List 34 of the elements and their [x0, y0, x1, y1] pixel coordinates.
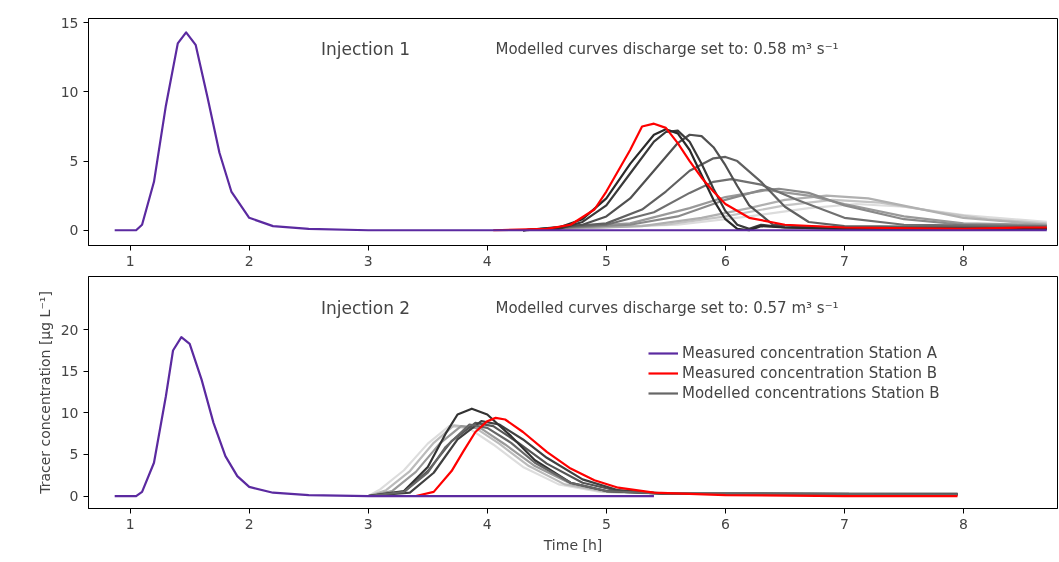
y-tick-label: 10: [60, 404, 79, 421]
legend-label: Measured concentration Station A: [682, 343, 938, 363]
x-tick-label: 7: [839, 515, 849, 532]
y-tick-label: 15: [60, 363, 79, 380]
y-tick-label: 15: [60, 14, 79, 31]
annotation: Modelled curves discharge set to: 0.57 m³ s⁻¹: [495, 298, 839, 317]
y-tick-label: 5: [69, 446, 79, 463]
x-tick-label: 3: [363, 515, 373, 532]
y-tick-label: 0: [69, 222, 79, 239]
y-axis-title: Tracer concentration [µg L⁻¹]: [36, 291, 53, 495]
x-tick-label: 7: [839, 252, 849, 269]
x-tick-label: 5: [601, 252, 611, 269]
legend-label: Measured concentration Station B: [682, 363, 938, 383]
x-tick-label: 1: [125, 252, 135, 269]
x-tick-label: 3: [363, 252, 373, 269]
annotation: Modelled curves discharge set to: 0.58 m³ s⁻¹: [495, 40, 839, 59]
x-tick-label: 5: [601, 515, 611, 532]
y-tick-label: 10: [60, 83, 79, 100]
legend-label: Modelled concentrations Station B: [682, 383, 940, 403]
x-tick-label: 4: [482, 515, 492, 532]
x-tick-label: 8: [959, 515, 968, 532]
x-tick-label: 4: [482, 252, 492, 269]
y-tick-label: 0: [69, 488, 79, 505]
x-tick-label: 1: [125, 515, 135, 532]
x-tick-label: 2: [244, 515, 254, 532]
x-tick-label: 8: [959, 252, 968, 269]
annotation: Injection 2: [321, 297, 411, 318]
x-axis-title: Time [h]: [542, 536, 603, 553]
x-tick-label: 6: [720, 515, 730, 532]
y-tick-label: 20: [60, 321, 79, 338]
x-tick-label: 2: [244, 252, 254, 269]
x-tick-label: 6: [720, 252, 730, 269]
annotation: Injection 1: [321, 39, 411, 60]
y-tick-label: 5: [69, 153, 79, 170]
